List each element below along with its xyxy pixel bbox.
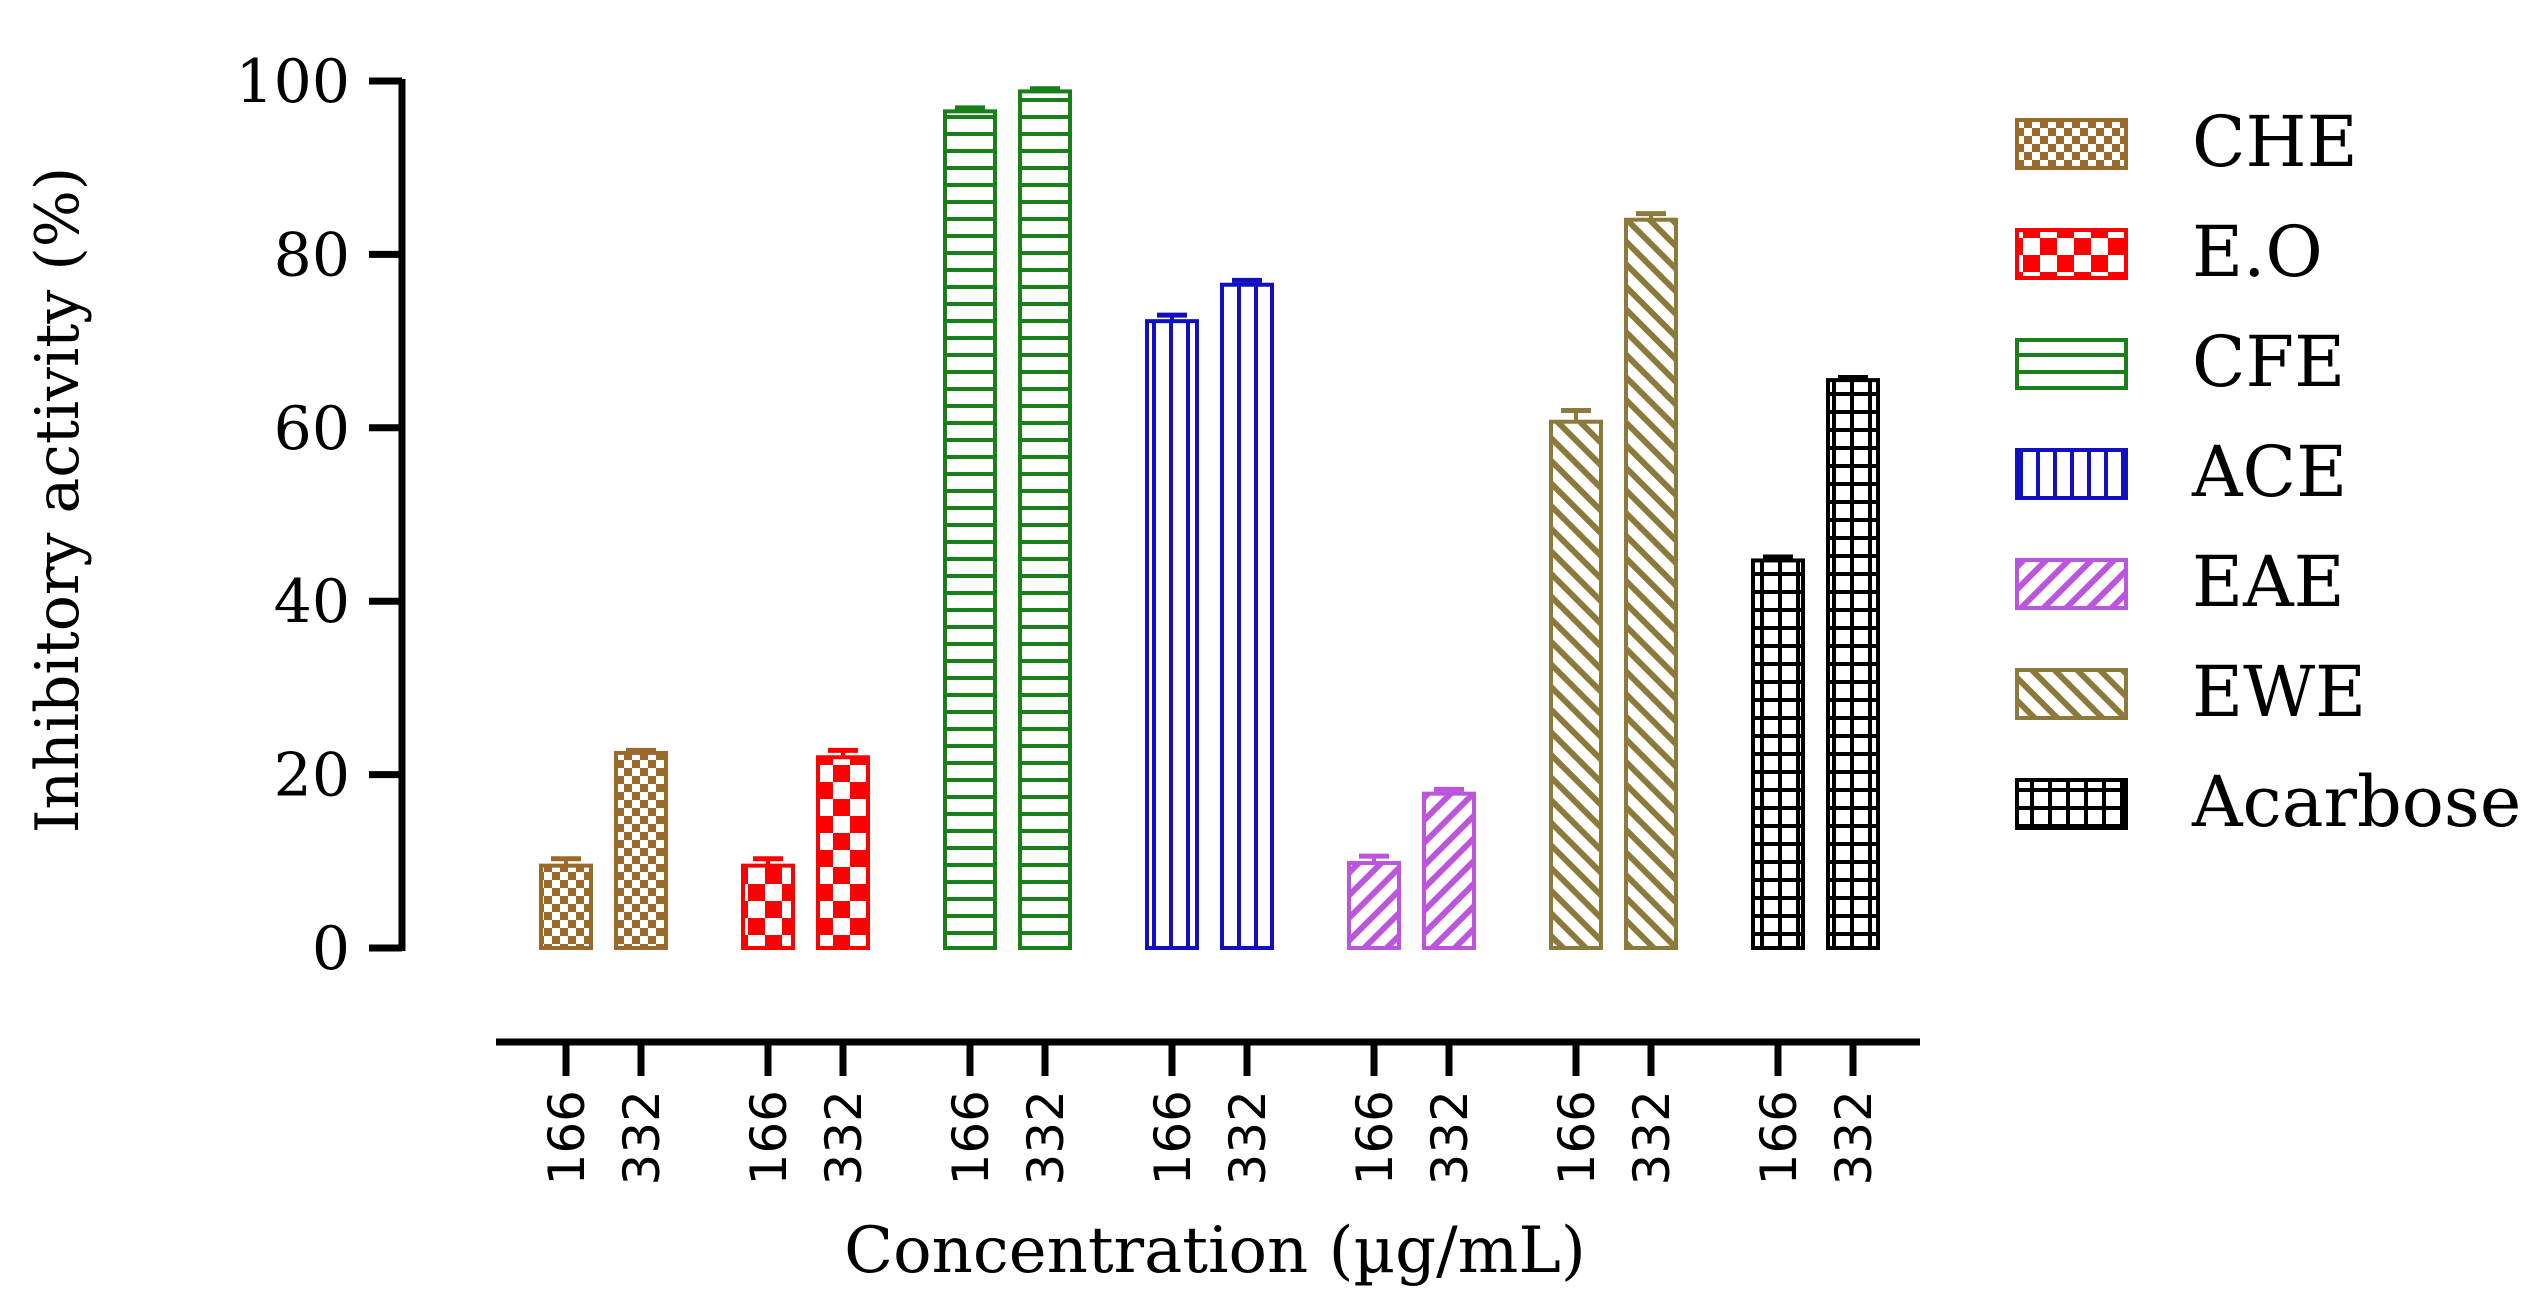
bar-acarbose-332 (1826, 378, 1880, 950)
legend-swatch (2015, 558, 2128, 610)
y-tick-label: 80 (274, 220, 350, 290)
legend-label: CHE (2192, 101, 2358, 183)
y-tick-label: 60 (274, 394, 350, 464)
y-tick-label: 40 (274, 567, 350, 637)
legend-swatch (2015, 228, 2128, 280)
x-axis-label: Concentration (µg/mL) (844, 1214, 1586, 1288)
legend-swatch (2015, 448, 2128, 500)
legend: CHE E.O CFE ACE EAE EWE Acarbose (2015, 101, 2521, 843)
bar-che-332 (614, 750, 668, 950)
legend-swatch (2015, 668, 2128, 720)
x-tick-label: 332 (613, 1090, 671, 1185)
x-tick-label: 332 (1017, 1090, 1075, 1185)
x-axis: 166 332 166 332 166 332 166 332 166 332 166 332 166 3… (496, 1038, 1920, 1185)
x-tick-label: 166 (1548, 1090, 1606, 1185)
bar-ace-166 (1145, 319, 1199, 950)
x-tick-label: 332 (1421, 1090, 1479, 1185)
x-tick-label: 332 (815, 1090, 873, 1185)
x-tick-label: 332 (1825, 1090, 1883, 1185)
x-tick-label: 166 (740, 1090, 798, 1185)
legend-label: Acarbose (2191, 761, 2521, 843)
legend-label: EAE (2192, 541, 2345, 623)
bar-cfe-332 (1018, 89, 1072, 951)
bar-eae-332 (1422, 791, 1476, 951)
y-tick-label: 0 (312, 914, 350, 984)
bar-che-166 (539, 863, 593, 951)
y-axis-label: Inhibitory activity (%) (23, 167, 93, 833)
bars (539, 86, 1880, 951)
bar-eae-166 (1347, 861, 1401, 950)
bar-eo-332 (816, 755, 870, 951)
legend-label: ACE (2191, 431, 2347, 513)
y-tick-label: 100 (235, 47, 350, 117)
bar-ace-332 (1220, 282, 1274, 950)
x-tick-label: 166 (942, 1090, 1000, 1185)
legend-label: CFE (2192, 321, 2345, 403)
x-tick-label: 166 (1750, 1090, 1808, 1185)
bar-eo-166 (741, 863, 795, 951)
bar-acarbose-166 (1751, 558, 1805, 950)
x-tick-label: 166 (538, 1090, 596, 1185)
legend-swatch (2015, 118, 2128, 170)
x-tick-label: 166 (1144, 1090, 1202, 1185)
x-tick-label: 332 (1219, 1090, 1277, 1185)
bar-ewe-332 (1624, 217, 1678, 951)
legend-swatch (2015, 778, 2128, 830)
legend-label: E.O (2192, 211, 2323, 293)
x-tick-label: 332 (1623, 1090, 1681, 1185)
legend-swatch (2015, 338, 2128, 390)
bar-cfe-166 (943, 109, 997, 951)
legend-label: EWE (2192, 651, 2366, 733)
y-tick-label: 20 (274, 741, 350, 811)
y-axis: 0 20 40 60 80 100 (235, 47, 406, 984)
x-tick-label: 166 (1346, 1090, 1404, 1185)
bar-ewe-166 (1549, 419, 1603, 950)
